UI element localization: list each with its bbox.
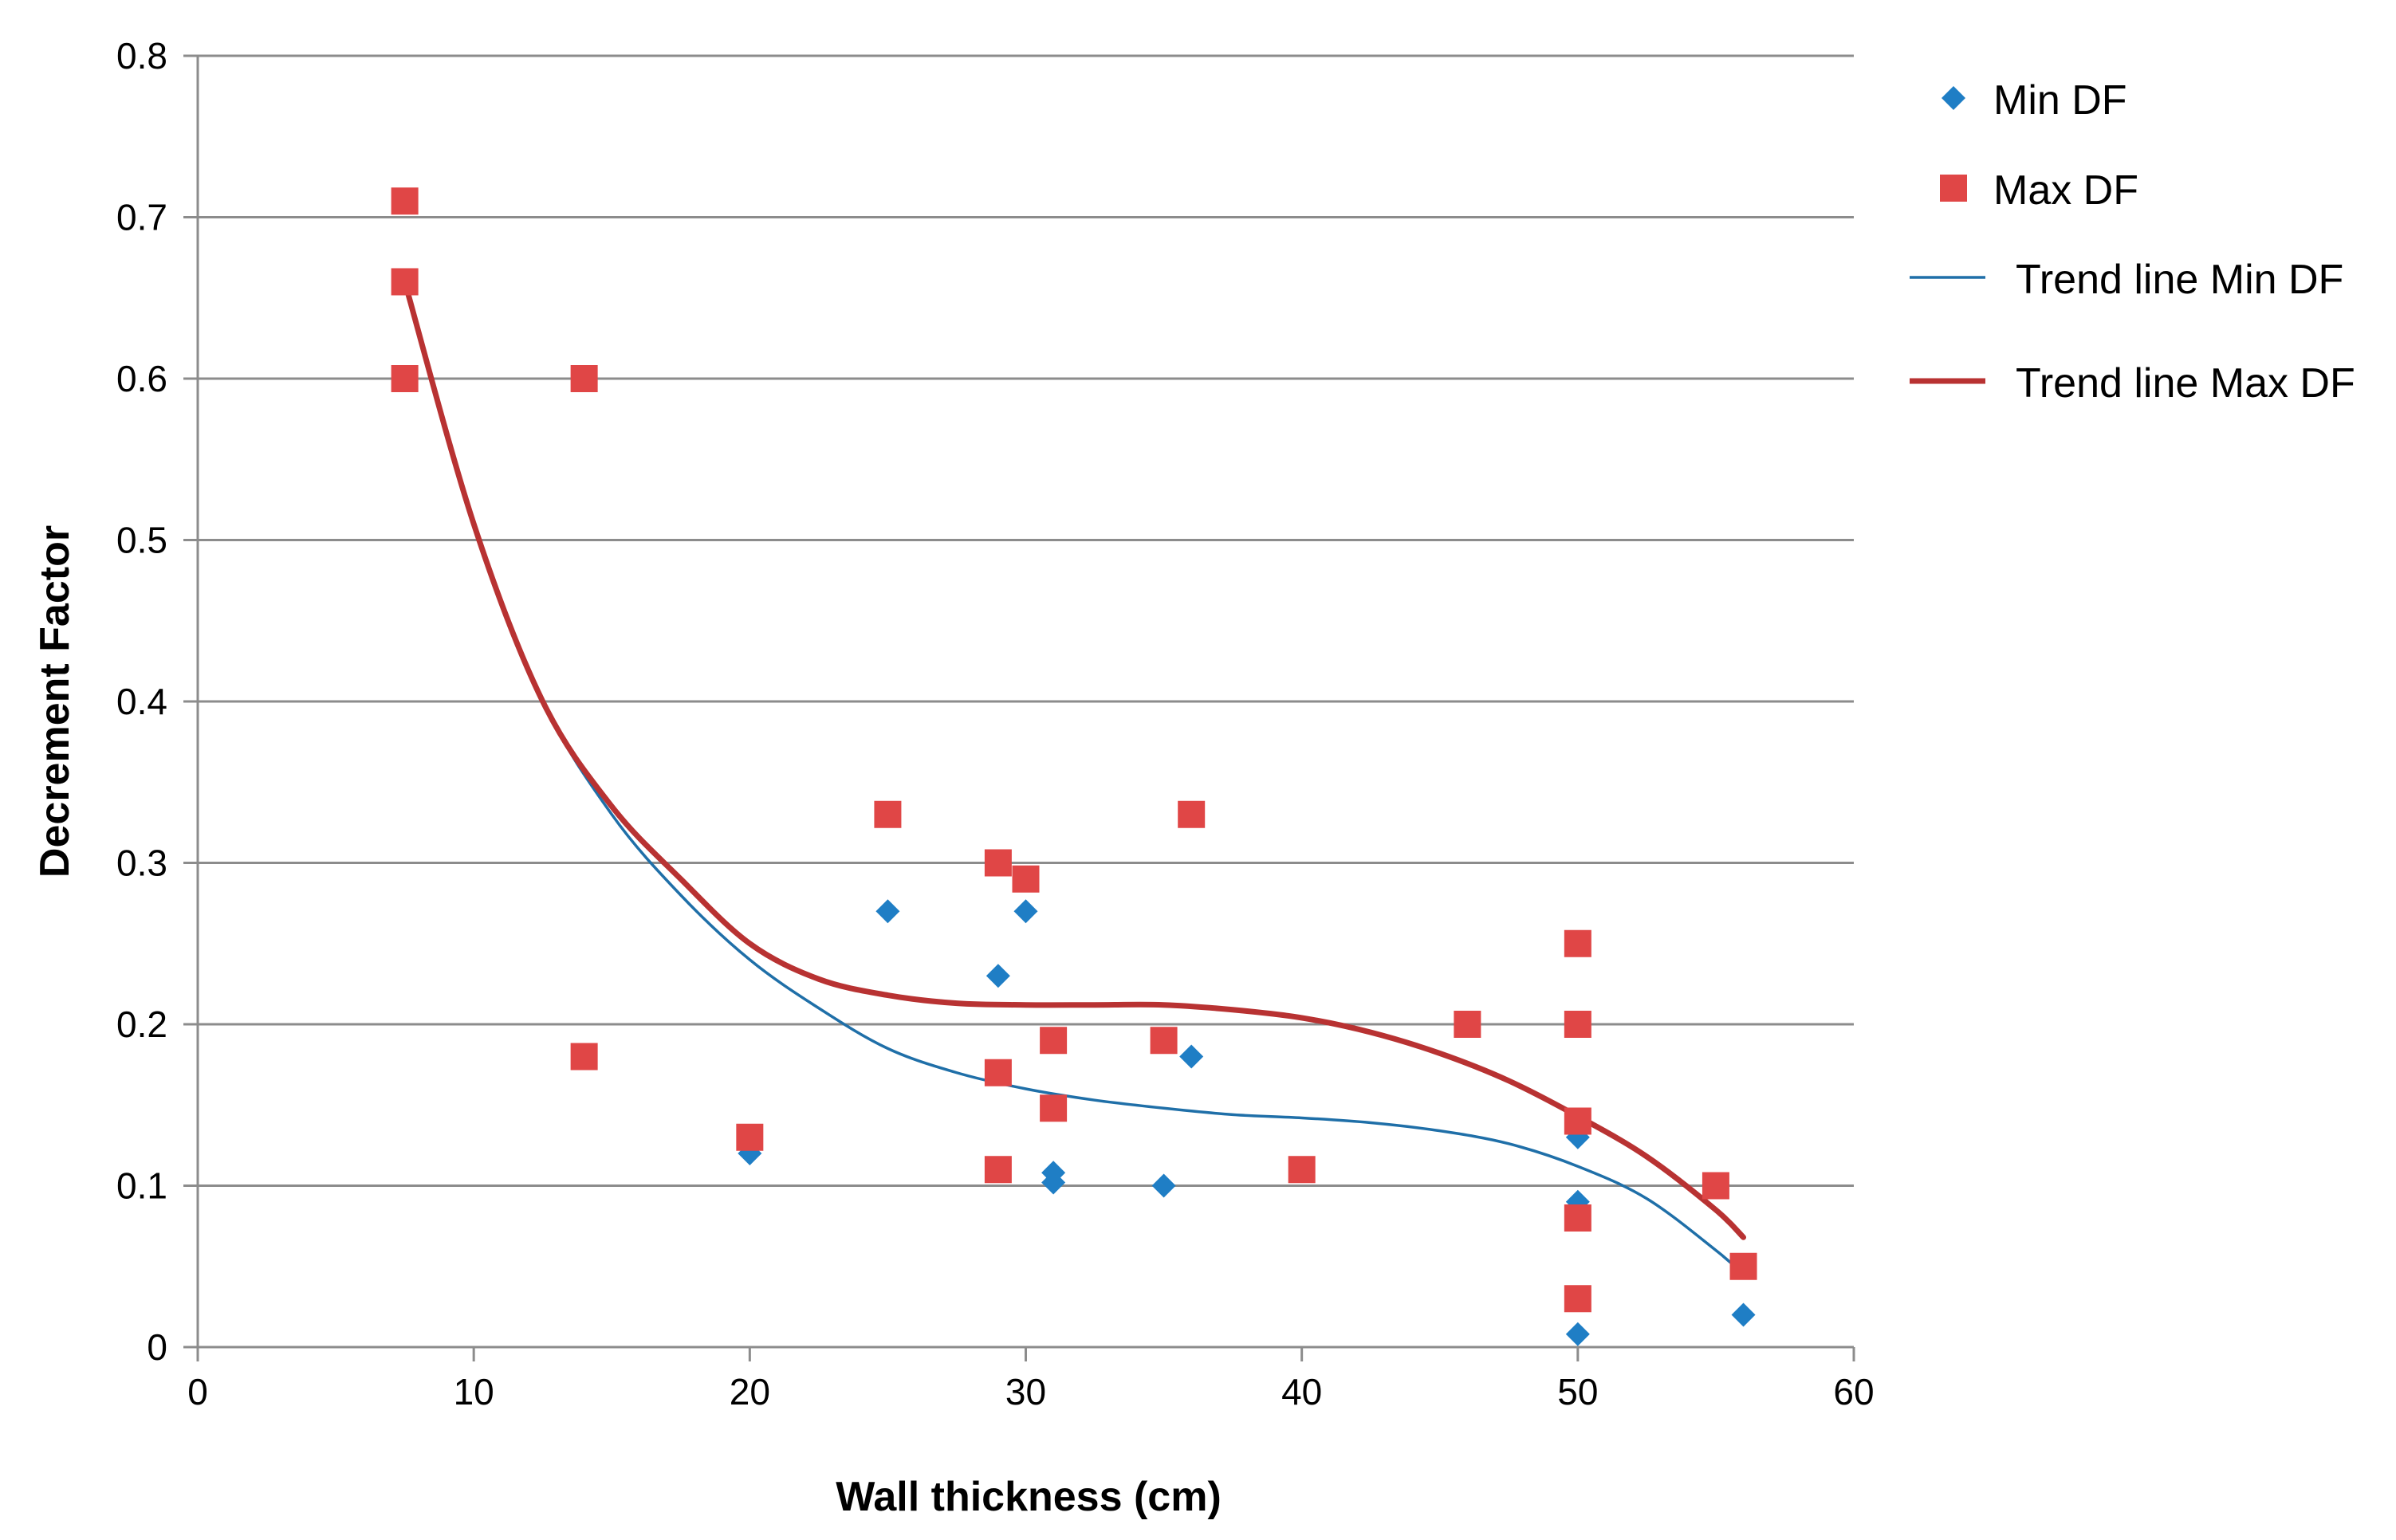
- max-df-point: [874, 800, 902, 828]
- max-df-point: [1564, 1107, 1591, 1135]
- max-df-point: [1729, 1252, 1757, 1280]
- legend-item: Max DF: [1940, 167, 2138, 214]
- legend-item: Trend line Min DF: [1910, 257, 2343, 303]
- min-df-point: [1179, 1044, 1204, 1069]
- legend-item: Min DF: [1942, 77, 2127, 124]
- max-df-point: [984, 849, 1012, 877]
- max-df-point: [1040, 1027, 1068, 1055]
- max-df-point: [1564, 1204, 1591, 1232]
- axes: [183, 54, 1855, 1361]
- y-tick-label: 0.8: [116, 35, 167, 77]
- max-df-point: [570, 365, 598, 392]
- min-df-point: [1565, 1322, 1590, 1346]
- legend-label: Trend line Min DF: [2016, 257, 2343, 303]
- max-df-point: [391, 365, 419, 392]
- min-df-point: [1731, 1302, 1756, 1327]
- trend-lines: [402, 279, 1747, 1276]
- trend-line-max-df: [402, 279, 1747, 1240]
- min-df-point: [986, 964, 1010, 988]
- max-df-point: [1178, 800, 1206, 828]
- grid-lines: [198, 54, 1854, 1187]
- y-tick-label: 0.7: [116, 197, 167, 238]
- legend-label: Max DF: [1993, 167, 2138, 214]
- legend-item: Trend line Max DF: [1910, 360, 2355, 407]
- x-tick-label: 40: [1281, 1371, 1322, 1412]
- max-df-point: [1040, 1094, 1068, 1122]
- y-tick-label: 0.2: [116, 1004, 167, 1045]
- max-df-point: [1564, 1011, 1591, 1038]
- data-markers: [391, 187, 1757, 1346]
- trend-line-min-df: [403, 280, 1745, 1276]
- min-df-point: [1041, 1170, 1066, 1195]
- legend-marker-swatch: [1942, 86, 1965, 110]
- x-axis-title: Wall thickness (cm): [836, 1474, 1222, 1520]
- x-tick-label: 0: [187, 1371, 208, 1412]
- max-df-point: [1150, 1027, 1178, 1055]
- y-axis-title: Decrement Factor: [32, 525, 78, 878]
- min-df-point: [875, 899, 900, 924]
- legend-label: Min DF: [1993, 77, 2127, 124]
- max-df-point: [1564, 929, 1591, 957]
- x-tick-label: 60: [1833, 1371, 1874, 1412]
- y-tick-label: 0: [147, 1326, 167, 1368]
- x-tick-label: 20: [730, 1371, 770, 1412]
- max-df-point: [736, 1123, 764, 1151]
- tick-labels: 0 0.1 0.2 0.3 0.4 0.5 0.6 0.7 0.8 0 10 20 30 40 50 60: [116, 35, 1875, 1412]
- x-tick-label: 30: [1005, 1371, 1046, 1412]
- y-tick-label: 0.4: [116, 681, 167, 722]
- legend-label: Trend line Max DF: [2016, 360, 2355, 407]
- min-df-point: [1013, 899, 1038, 924]
- max-df-point: [570, 1043, 598, 1071]
- max-df-point: [391, 268, 419, 296]
- max-df-point: [984, 1059, 1012, 1086]
- max-df-point: [1012, 865, 1040, 893]
- max-df-point: [1702, 1172, 1729, 1200]
- legend-marker-swatch: [1940, 175, 1967, 202]
- y-tick-label: 0.5: [116, 520, 167, 561]
- max-df-point: [1454, 1011, 1481, 1038]
- y-tick-label: 0.3: [116, 843, 167, 884]
- max-df-point: [1564, 1285, 1591, 1313]
- min-df-point: [1151, 1173, 1176, 1198]
- x-tick-label: 10: [454, 1371, 494, 1412]
- x-tick-label: 50: [1557, 1371, 1598, 1412]
- max-df-point: [1288, 1156, 1316, 1184]
- max-df-point: [984, 1156, 1012, 1184]
- legend: Min DF Max DF Trend line Min DF Trend line …: [1910, 77, 2355, 407]
- y-tick-label: 0.6: [116, 358, 167, 399]
- max-df-point: [391, 187, 419, 215]
- y-tick-label: 0.1: [116, 1165, 167, 1207]
